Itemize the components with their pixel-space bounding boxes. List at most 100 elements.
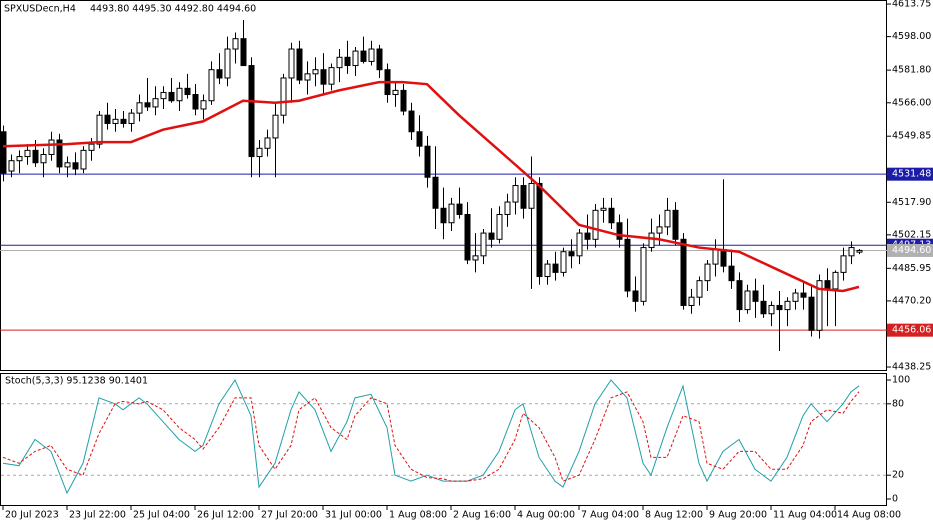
y-tick-label: 4485.95 (892, 263, 931, 274)
candle-body (144, 102, 151, 108)
x-tick-label: 23 Jul 22:00 (69, 510, 126, 521)
candle-body (504, 201, 511, 215)
candle-body (296, 48, 303, 81)
candle-body (640, 247, 647, 302)
x-tick-label: 8 Aug 12:00 (645, 510, 703, 521)
candle-body (744, 290, 751, 311)
candle-body (776, 304, 783, 311)
candle-body (272, 114, 279, 139)
level-label: 4531.48 (892, 169, 931, 180)
candle-body (8, 160, 15, 172)
candle-body (72, 162, 79, 170)
candle-body (224, 48, 231, 79)
candle-body (160, 91, 167, 100)
candle-body (312, 69, 319, 75)
candle-body (680, 238, 687, 306)
candle-body (808, 296, 815, 331)
candle-body (152, 98, 159, 108)
candle-body (344, 56, 351, 67)
y-tick-label: 4502.15 (892, 229, 931, 240)
level-label-box (887, 243, 933, 257)
candle-body (56, 139, 63, 168)
candle-body (544, 263, 551, 278)
candle-body (328, 67, 335, 85)
candle-body (24, 149, 31, 158)
candle-body (264, 137, 271, 149)
y-tick-label: 4566.00 (892, 97, 931, 108)
candle-body (464, 213, 471, 261)
candle-body (552, 263, 559, 273)
candle-body (856, 249, 863, 253)
candle-body (280, 77, 287, 116)
chart-title: SPXUSDecn,H4 (4, 4, 76, 15)
candle-body (304, 73, 311, 81)
x-tick-label: 4 Aug 00:00 (517, 510, 575, 521)
candle-body (240, 38, 247, 67)
candle-body (664, 209, 671, 228)
x-tick-label: 25 Jul 04:00 (133, 510, 190, 521)
candle-body (512, 185, 519, 203)
candle-body (352, 50, 359, 67)
x-tick-label: 20 Jul 2023 (5, 510, 59, 521)
candle-body (184, 87, 191, 96)
stoch-panel (0, 373, 887, 506)
candle-body (288, 48, 295, 79)
candle-body (48, 139, 55, 155)
candle-body (696, 280, 703, 298)
candle-body (96, 114, 103, 145)
candle-body (40, 153, 47, 164)
candle-body (752, 290, 759, 302)
candle-body (360, 50, 367, 62)
candle-body (520, 185, 527, 209)
candle-body (472, 255, 479, 261)
candle-body (832, 271, 839, 290)
x-tick-label: 27 Jul 20:00 (261, 510, 318, 521)
candle-body (824, 280, 831, 290)
x-tick-label: 2 Aug 16:00 (453, 510, 511, 521)
level-label-box (887, 167, 933, 181)
candle-body (648, 232, 655, 249)
candle-body (336, 56, 343, 69)
y-tick-label: 4581.80 (892, 65, 931, 76)
candle-body (136, 102, 143, 114)
ohlc-header: 4493.80 4495.30 4492.80 4494.60 (90, 4, 256, 15)
x-tick-label: 7 Aug 04:00 (581, 510, 639, 521)
stoch-line (2, 391, 860, 482)
candle-body (576, 232, 583, 257)
candle-body (840, 255, 847, 273)
level-label-box (887, 323, 933, 337)
y-tick-label: 4549.85 (892, 131, 931, 142)
candle-body (496, 213, 503, 240)
candle-body (400, 89, 407, 112)
candle-body (848, 247, 855, 257)
candle-body (608, 207, 615, 224)
y-tick-label: 4613.75 (892, 0, 931, 10)
candle-body (616, 222, 623, 240)
level-label: 4456.06 (892, 325, 931, 336)
candle-body (728, 265, 735, 282)
candle-body (792, 292, 799, 302)
y-tick-label: 100 (892, 375, 910, 386)
candle-body (704, 263, 711, 282)
candle-body (568, 251, 575, 257)
candle-body (560, 251, 567, 273)
candle-body (584, 232, 591, 240)
candle-body (488, 232, 495, 240)
indicator-title: Stoch(5,3,3) 95.1238 90.1401 (5, 376, 148, 387)
candle-body (392, 89, 399, 96)
candle-body (128, 112, 135, 124)
candle-body (448, 203, 455, 224)
candle-body (0, 131, 7, 174)
candle-body (192, 94, 199, 110)
price-panel (0, 0, 887, 371)
candle-body (592, 209, 599, 240)
candle-body (88, 143, 95, 151)
candle-body (688, 296, 695, 306)
candle-body (632, 290, 639, 302)
candle-body (528, 182, 535, 209)
candle-body (208, 69, 215, 102)
candle-body (600, 207, 607, 211)
candle-body (536, 182, 543, 278)
